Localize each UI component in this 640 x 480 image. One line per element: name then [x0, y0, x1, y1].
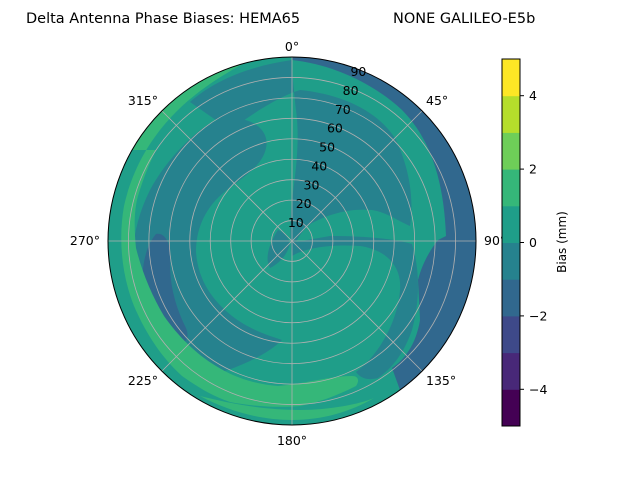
- colorbar-band: [502, 169, 520, 207]
- contour-region-center-mid: [267, 230, 290, 268]
- radial-tick-label: 50: [319, 140, 335, 155]
- colorbar-band: [502, 59, 520, 97]
- angular-tick-label: 45°: [426, 93, 448, 108]
- radial-tick-label: 80: [343, 83, 359, 98]
- angular-tick-label: 270°: [70, 233, 100, 248]
- colorbar-label: Bias (mm): [555, 211, 569, 273]
- angular-gridline: [161, 240, 293, 372]
- chart-subtitle: NONE GALILEO-E5b: [393, 11, 535, 27]
- angular-gridline: [161, 110, 293, 242]
- colorbar-band: [502, 315, 520, 354]
- radial-tick-label: 90: [350, 64, 366, 79]
- colorbar-band: [502, 132, 520, 170]
- colorbar-tick-label: 2: [529, 162, 537, 177]
- angular-tick-label: 90°: [484, 233, 506, 248]
- colorbar-ticks: −4 −2 0 2 4: [520, 88, 547, 397]
- colorbar-tick-label: −4: [529, 382, 547, 397]
- angular-tick-label: 135°: [426, 373, 456, 388]
- colorbar-bands: [502, 59, 520, 427]
- angular-gridlines: [108, 57, 476, 425]
- colorbar-band: [502, 205, 520, 243]
- colorbar-band: [502, 352, 520, 390]
- colorbar-band: [502, 242, 520, 280]
- angular-gridline: [291, 110, 423, 242]
- colorbar-tick-label: 0: [529, 235, 537, 250]
- angular-tick-label: 180°: [277, 433, 307, 448]
- polar-plot: 0° 45° 90° 135° 180° 225° 270° 315° 10 20 30 40 50 6…: [70, 39, 506, 448]
- radial-tick-label: 70: [335, 102, 351, 117]
- radial-tick-labels: 10 20 30 40 50 60 70 80 90: [288, 64, 367, 230]
- colorbar-band: [502, 389, 520, 427]
- angular-tick-label: 225°: [128, 373, 158, 388]
- colorbar-tick-label: 4: [529, 88, 537, 103]
- radial-tick-label: 10: [288, 215, 304, 230]
- chart-title: Delta Antenna Phase Biases: HEMA65: [26, 11, 300, 27]
- radial-tick-label: 30: [304, 177, 320, 192]
- polar-frame: [107, 56, 477, 426]
- radial-tick-label: 20: [296, 196, 312, 211]
- colorbar-band: [502, 95, 520, 133]
- contour-region-s-light: [200, 396, 374, 420]
- colorbar: −4 −2 0 2 4 Bias (mm): [501, 58, 569, 427]
- angular-gridline: [291, 240, 423, 372]
- radial-tick-label: 40: [311, 158, 327, 173]
- colorbar-band: [502, 279, 520, 317]
- angular-tick-label: 315°: [128, 93, 158, 108]
- angular-tick-label: 0°: [285, 39, 299, 54]
- radial-tick-label: 60: [327, 121, 343, 136]
- colorbar-tick-label: −2: [529, 308, 547, 323]
- angular-tick-labels: 0° 45° 90° 135° 180° 225° 270° 315°: [70, 39, 506, 448]
